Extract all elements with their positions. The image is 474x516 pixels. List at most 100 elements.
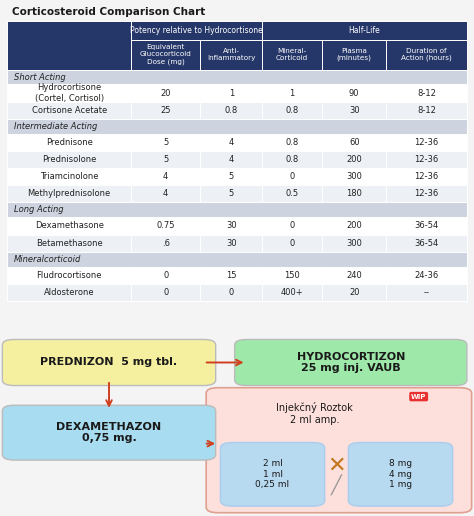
FancyBboxPatch shape	[322, 168, 386, 185]
FancyBboxPatch shape	[386, 40, 467, 70]
Text: Fludrocortisone: Fludrocortisone	[36, 271, 102, 280]
FancyBboxPatch shape	[131, 284, 200, 301]
Text: 0: 0	[290, 238, 295, 248]
Text: Mineral-
Corticoid: Mineral- Corticoid	[276, 48, 308, 61]
Text: 4: 4	[163, 172, 168, 181]
FancyBboxPatch shape	[131, 168, 200, 185]
Text: ╱: ╱	[331, 475, 342, 496]
FancyBboxPatch shape	[262, 102, 322, 119]
FancyBboxPatch shape	[262, 267, 322, 284]
Text: Short Acting: Short Acting	[14, 73, 66, 82]
FancyBboxPatch shape	[200, 185, 262, 202]
Text: 60: 60	[349, 138, 360, 147]
FancyBboxPatch shape	[7, 151, 131, 168]
Text: 36-54: 36-54	[415, 238, 439, 248]
Text: 90: 90	[349, 89, 359, 98]
FancyBboxPatch shape	[322, 185, 386, 202]
Text: 150: 150	[284, 271, 300, 280]
Text: 0: 0	[290, 221, 295, 231]
FancyBboxPatch shape	[200, 168, 262, 185]
FancyBboxPatch shape	[386, 168, 467, 185]
Text: 0: 0	[228, 288, 234, 297]
Text: 5: 5	[228, 172, 234, 181]
Text: Injekčný Roztok
2 ml amp.: Injekčný Roztok 2 ml amp.	[276, 402, 353, 425]
Text: 30: 30	[226, 238, 237, 248]
FancyBboxPatch shape	[7, 70, 467, 85]
FancyBboxPatch shape	[131, 85, 200, 102]
FancyBboxPatch shape	[322, 151, 386, 168]
FancyBboxPatch shape	[262, 185, 322, 202]
FancyBboxPatch shape	[131, 21, 262, 40]
FancyBboxPatch shape	[235, 340, 467, 385]
Text: DEXAMETHAZON
0,75 mg.: DEXAMETHAZON 0,75 mg.	[56, 422, 162, 443]
Text: 0.5: 0.5	[286, 189, 299, 198]
FancyBboxPatch shape	[7, 85, 131, 102]
FancyBboxPatch shape	[200, 235, 262, 252]
Text: Dexamethasone: Dexamethasone	[35, 221, 104, 231]
FancyBboxPatch shape	[386, 185, 467, 202]
FancyBboxPatch shape	[200, 102, 262, 119]
Text: Mineralcorticoid: Mineralcorticoid	[14, 255, 82, 264]
Text: Potency relative to Hydrocortisone: Potency relative to Hydrocortisone	[130, 26, 263, 35]
Text: 300: 300	[346, 172, 362, 181]
FancyBboxPatch shape	[200, 40, 262, 70]
Text: Hydrocortisone
(Cortel, Cortisol): Hydrocortisone (Cortel, Cortisol)	[35, 84, 104, 103]
Text: 300: 300	[346, 238, 362, 248]
Text: WIP: WIP	[411, 394, 427, 399]
Text: 0.8: 0.8	[285, 155, 299, 164]
FancyBboxPatch shape	[200, 151, 262, 168]
Text: 200: 200	[346, 221, 362, 231]
Text: 200: 200	[346, 155, 362, 164]
Text: 0.8: 0.8	[225, 106, 238, 115]
FancyBboxPatch shape	[386, 217, 467, 235]
FancyBboxPatch shape	[322, 284, 386, 301]
Text: 0: 0	[163, 271, 168, 280]
Text: 5: 5	[163, 138, 168, 147]
FancyBboxPatch shape	[200, 217, 262, 235]
FancyBboxPatch shape	[386, 267, 467, 284]
Text: .6: .6	[162, 238, 170, 248]
FancyBboxPatch shape	[262, 168, 322, 185]
Text: 0.8: 0.8	[285, 106, 299, 115]
FancyBboxPatch shape	[322, 235, 386, 252]
FancyBboxPatch shape	[7, 168, 131, 185]
Text: Prednisone: Prednisone	[46, 138, 92, 147]
FancyBboxPatch shape	[131, 267, 200, 284]
FancyBboxPatch shape	[131, 151, 200, 168]
FancyBboxPatch shape	[206, 388, 472, 513]
Text: 36-54: 36-54	[415, 221, 439, 231]
FancyBboxPatch shape	[220, 443, 325, 506]
Text: 24-36: 24-36	[415, 271, 439, 280]
Text: 30: 30	[226, 221, 237, 231]
FancyBboxPatch shape	[7, 119, 467, 134]
FancyBboxPatch shape	[386, 85, 467, 102]
FancyBboxPatch shape	[7, 134, 131, 151]
Text: 8-12: 8-12	[417, 106, 436, 115]
FancyBboxPatch shape	[131, 134, 200, 151]
FancyBboxPatch shape	[262, 134, 322, 151]
Text: Duration of
Action (hours): Duration of Action (hours)	[401, 48, 452, 61]
Text: 0.8: 0.8	[285, 138, 299, 147]
FancyBboxPatch shape	[131, 40, 200, 70]
Text: Corticosteroid Comparison Chart: Corticosteroid Comparison Chart	[12, 7, 205, 17]
FancyBboxPatch shape	[7, 235, 131, 252]
FancyBboxPatch shape	[7, 217, 131, 235]
FancyBboxPatch shape	[386, 284, 467, 301]
Text: Long Acting: Long Acting	[14, 205, 64, 215]
FancyBboxPatch shape	[7, 267, 131, 284]
Text: Aldosterone: Aldosterone	[44, 288, 94, 297]
Text: 4: 4	[228, 155, 234, 164]
FancyBboxPatch shape	[348, 443, 453, 506]
Text: Cortisone Acetate: Cortisone Acetate	[32, 106, 107, 115]
FancyBboxPatch shape	[386, 235, 467, 252]
FancyBboxPatch shape	[131, 185, 200, 202]
FancyBboxPatch shape	[7, 185, 131, 202]
Text: 4: 4	[163, 189, 168, 198]
FancyBboxPatch shape	[131, 102, 200, 119]
FancyBboxPatch shape	[7, 21, 131, 70]
FancyBboxPatch shape	[262, 40, 322, 70]
Text: Prednisolone: Prednisolone	[42, 155, 96, 164]
Text: 25: 25	[161, 106, 171, 115]
Text: Betamethasone: Betamethasone	[36, 238, 102, 248]
FancyBboxPatch shape	[131, 217, 200, 235]
